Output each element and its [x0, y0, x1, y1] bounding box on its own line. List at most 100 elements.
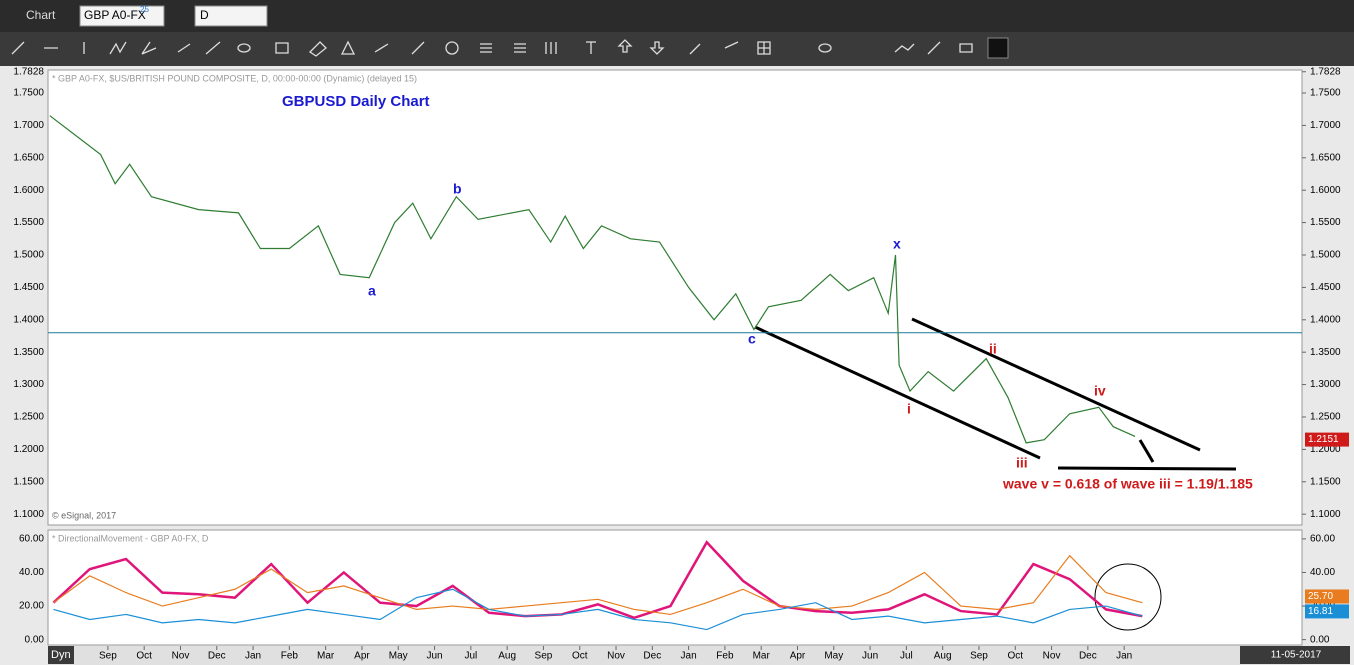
y-tick-label: 1.2000 [13, 444, 44, 455]
last-value-box [1305, 604, 1349, 619]
indicator-panel [47, 529, 1303, 646]
x-tick-label: Nov [607, 651, 625, 662]
y-tick-label: 1.7000 [1310, 120, 1341, 131]
x-tick-label: Oct [1007, 651, 1023, 662]
y-tick-label: 1.1000 [1310, 509, 1341, 520]
date: 11-05-2017 [1271, 650, 1322, 661]
wave-label: ii [989, 341, 997, 357]
y-tick-label: 1.6000 [13, 185, 44, 196]
x-tick-label: Dec [1079, 651, 1097, 662]
y-tick-label: 1.3500 [1310, 347, 1341, 358]
y-tick-label: 1.1500 [1310, 476, 1341, 487]
wave-label: x [893, 236, 901, 252]
wave-label: iv [1094, 383, 1106, 399]
last-value-label: 1.2151 [1308, 434, 1339, 445]
x-tick-label: Jan [681, 651, 697, 662]
mode: Dyn [51, 649, 71, 661]
x-tick-label: Dec [208, 651, 226, 662]
y-tick-label: 0.00 [1310, 634, 1330, 645]
x-tick-label: Jan [245, 651, 261, 662]
y-tick-label: 0.00 [25, 634, 45, 645]
highlight-circle [1094, 563, 1162, 631]
last-value-label: 16.81 [1308, 606, 1333, 617]
target-note: wave v = 0.618 of wave iii = 1.19/1.185 [1002, 476, 1253, 492]
y-tick-label: 1.1500 [13, 476, 44, 487]
date-box [1240, 646, 1350, 664]
wave-label: b [453, 181, 462, 197]
y-tick-label: 1.4000 [1310, 314, 1341, 325]
symbol: GBP A0-FX [84, 8, 146, 22]
indicator-header: * DirectionalMovement - GBP A0-FX, D [52, 533, 209, 543]
x-tick-label: May [824, 651, 843, 662]
x-tick-label: Jan [1116, 651, 1132, 662]
wave-label: iii [1016, 455, 1028, 471]
x-tick-label: Sep [970, 651, 988, 662]
y-tick-label: 40.00 [19, 567, 44, 578]
y-tick-label: 1.5500 [1310, 217, 1341, 228]
x-tick-label: Mar [317, 651, 335, 662]
x-tick-label: Oct [136, 651, 152, 662]
y-tick-label: 1.3500 [13, 347, 44, 358]
series-line [53, 588, 1143, 631]
toolbar-icons [11, 37, 1009, 59]
y-tick-label: 1.7500 [1310, 88, 1341, 99]
x-tick-label: Feb [281, 651, 299, 662]
y-tick-label: 60.00 [19, 534, 44, 545]
x-tick-label: Jun [426, 651, 442, 662]
magnet-button[interactable] [987, 37, 1009, 59]
y-tick-label: 1.7500 [13, 88, 44, 99]
y-tick-label: 1.4500 [13, 282, 44, 293]
trend-lines [754, 317, 1237, 471]
x-tick-label: Feb [716, 651, 734, 662]
y-tick-label: 20.00 [19, 601, 44, 612]
x-tick-label: May [389, 651, 408, 662]
y-tick-label: 1.7000 [13, 120, 44, 131]
last-value-label: 25.70 [1308, 591, 1333, 602]
x-tick-label: Apr [790, 651, 806, 662]
y-tick-label: 1.4000 [13, 314, 44, 325]
y-tick-label: 1.1000 [13, 509, 44, 520]
toolbar [0, 32, 1354, 66]
y-tick-label: 1.5000 [1310, 250, 1341, 261]
series-line [49, 115, 1136, 444]
x-axis-strip [48, 646, 1302, 665]
interval: D [200, 8, 209, 22]
x-tick-label: Nov [172, 651, 190, 662]
y-tick-label: 1.2000 [1310, 444, 1341, 455]
series-line [53, 554, 1143, 616]
chart-title: GBPUSD Daily Chart [282, 93, 430, 110]
x-tick-label: Sep [535, 651, 553, 662]
x-tick-label: Aug [934, 651, 952, 662]
y-tick-label: 1.2500 [1310, 412, 1341, 423]
x-tick-label: Nov [1043, 651, 1061, 662]
y-tick-label: 1.6500 [1310, 152, 1341, 163]
x-tick-label: Mar [753, 651, 771, 662]
series-line [52, 540, 1143, 620]
x-tick-label: Dec [643, 651, 661, 662]
x-tick-label: Jul [900, 651, 913, 662]
x-tick-label: Jul [464, 651, 477, 662]
wave-label: c [748, 331, 756, 347]
symbol-sup: 25 [140, 5, 149, 14]
y-tick-label: 1.4500 [1310, 282, 1341, 293]
y-tick-label: 1.5500 [13, 217, 44, 228]
last-value-box [1305, 589, 1349, 604]
y-tick-label: 1.6500 [13, 152, 44, 163]
y-tick-label: 1.7828 [13, 66, 44, 77]
symbol-box[interactable] [79, 5, 165, 27]
wave-label: a [368, 283, 376, 299]
x-tick-label: Apr [354, 651, 370, 662]
y-tick-label: 1.2500 [13, 412, 44, 423]
price-header: * GBP A0-FX, $US/BRITISH POUND COMPOSITE… [52, 73, 417, 83]
y-tick-label: 1.5000 [13, 250, 44, 261]
y-tick-label: 60.00 [1310, 534, 1335, 545]
interval-box[interactable] [194, 5, 268, 27]
x-tick-label: Oct [572, 651, 588, 662]
y-tick-label: 40.00 [1310, 567, 1335, 578]
x-tick-label: Jun [862, 651, 878, 662]
last-value-box [1305, 432, 1349, 447]
copyright: © eSignal, 2017 [52, 510, 116, 520]
mode-box[interactable] [48, 646, 74, 664]
wave-label: i [907, 401, 911, 417]
